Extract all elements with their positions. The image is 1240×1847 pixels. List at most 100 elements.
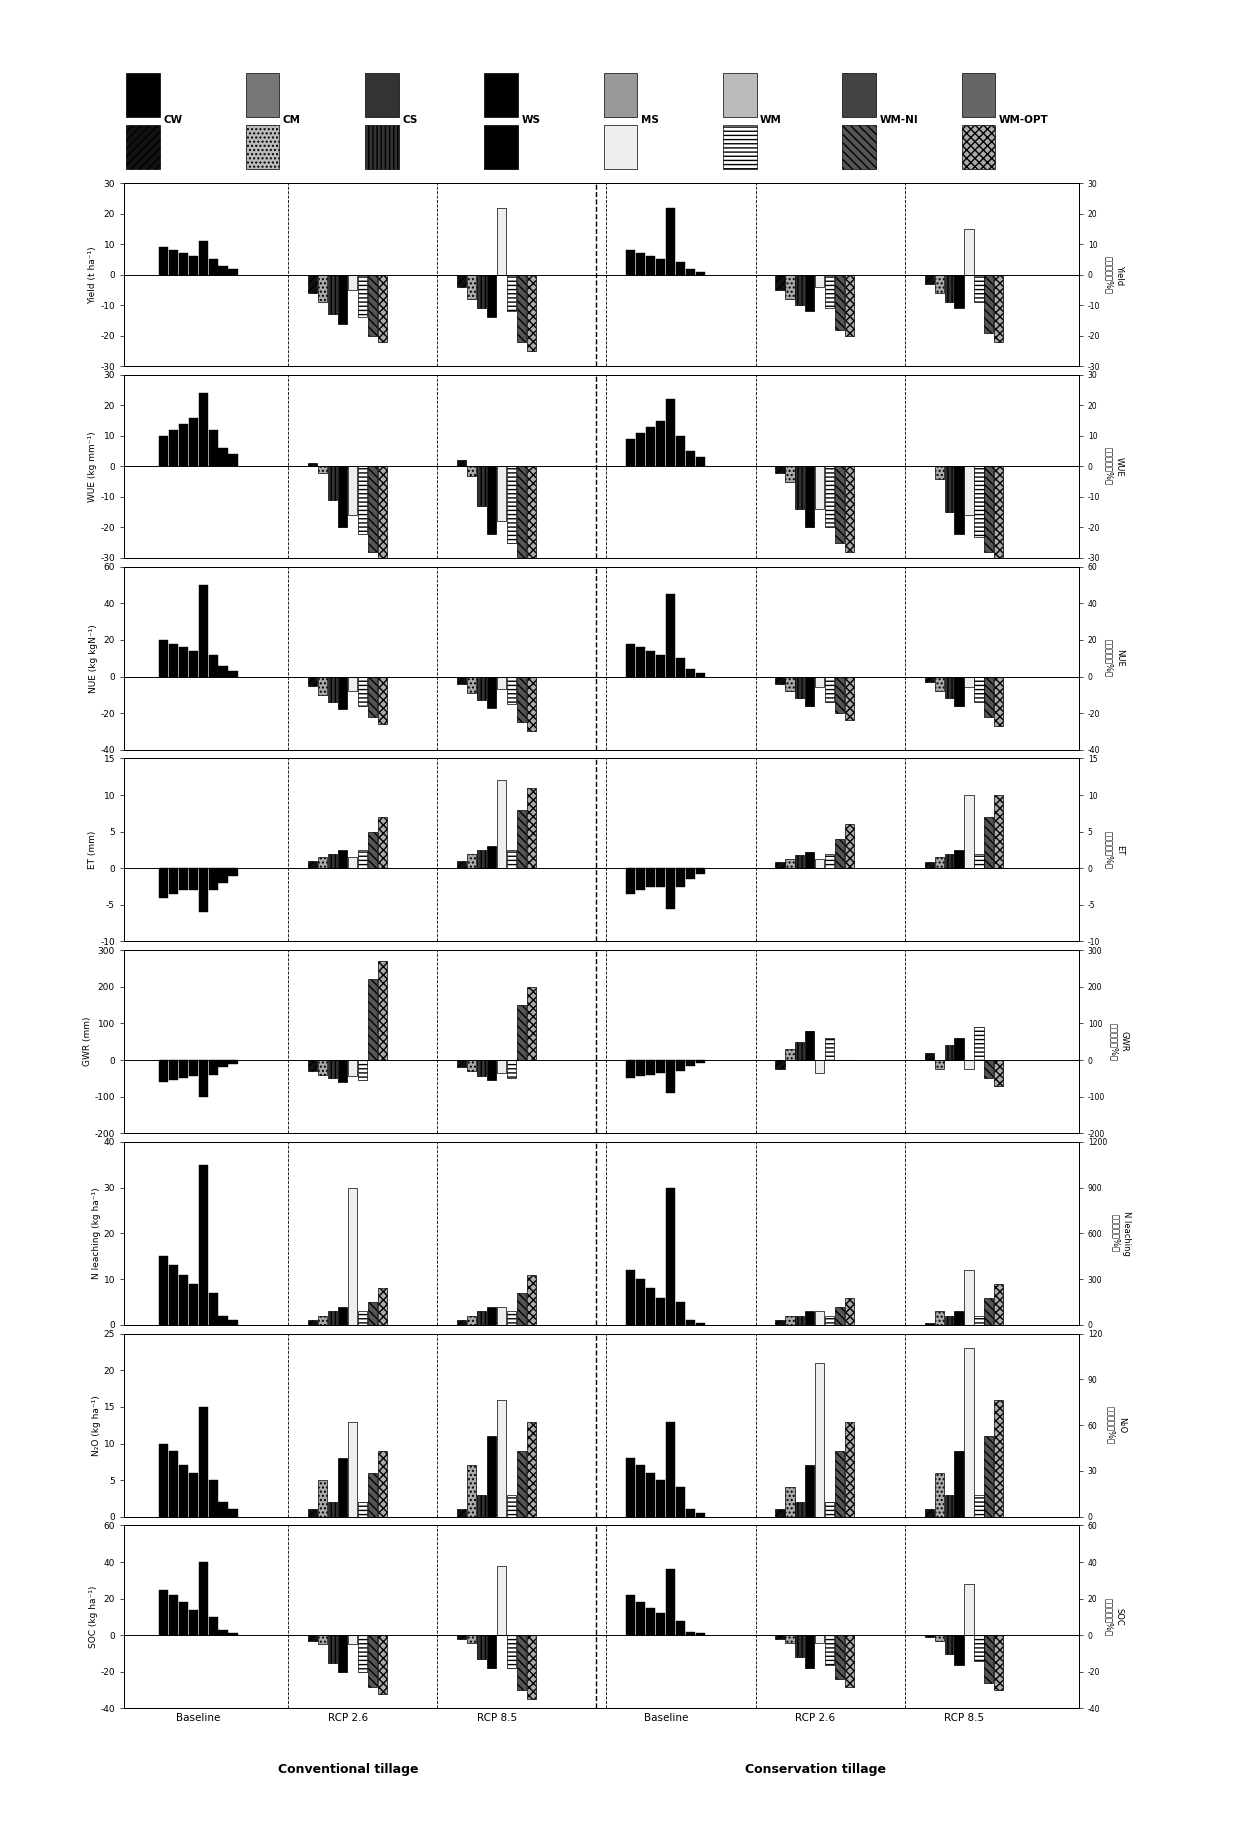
Bar xyxy=(945,1045,954,1060)
Bar xyxy=(467,1465,476,1516)
Bar xyxy=(646,257,655,275)
Bar xyxy=(246,74,279,118)
Text: WM-OPT: WM-OPT xyxy=(999,115,1049,124)
Bar xyxy=(458,1635,466,1638)
Bar xyxy=(965,1585,973,1635)
Bar xyxy=(994,275,1003,342)
Bar xyxy=(347,1422,357,1516)
Bar xyxy=(846,1635,854,1686)
Bar xyxy=(935,1060,944,1069)
Bar xyxy=(327,853,337,868)
Bar xyxy=(208,1479,218,1516)
Bar xyxy=(218,1315,228,1324)
Bar xyxy=(198,1165,208,1324)
Bar xyxy=(962,126,996,168)
Y-axis label: SOC
相对变化（%）: SOC 相对变化（%） xyxy=(1105,1598,1123,1636)
Y-axis label: N₂O (kg ha⁻¹): N₂O (kg ha⁻¹) xyxy=(92,1394,100,1455)
Bar xyxy=(308,1060,317,1071)
Bar xyxy=(815,275,825,286)
Bar xyxy=(825,853,835,868)
Bar xyxy=(686,1509,696,1516)
Text: CW: CW xyxy=(164,115,182,124)
Bar xyxy=(955,1452,963,1516)
Bar xyxy=(795,676,805,698)
Bar xyxy=(626,868,635,894)
Bar xyxy=(357,1502,367,1516)
Bar xyxy=(985,1060,993,1079)
Bar xyxy=(686,1631,696,1635)
Y-axis label: NUE
相对变化（%）: NUE 相对变化（%） xyxy=(1105,639,1123,678)
Bar xyxy=(228,1060,238,1064)
Bar xyxy=(467,676,476,693)
Bar xyxy=(975,676,983,702)
Bar xyxy=(378,467,387,558)
Bar xyxy=(517,467,526,558)
Bar xyxy=(458,1509,466,1516)
Bar xyxy=(975,275,983,303)
Bar xyxy=(517,1005,526,1060)
Bar xyxy=(666,1422,676,1516)
Bar xyxy=(825,676,835,702)
Bar xyxy=(507,467,516,543)
Bar xyxy=(198,393,208,467)
Bar xyxy=(467,1315,476,1324)
Bar xyxy=(337,467,347,528)
Bar xyxy=(945,1494,954,1516)
Bar xyxy=(337,676,347,709)
Text: CM: CM xyxy=(283,115,301,124)
Bar xyxy=(327,1311,337,1324)
Bar xyxy=(835,1306,844,1324)
Text: Conservation tillage: Conservation tillage xyxy=(745,1764,885,1777)
Bar xyxy=(775,676,785,683)
Bar xyxy=(686,451,696,467)
Bar xyxy=(775,1060,785,1069)
Bar xyxy=(985,1635,993,1683)
Bar xyxy=(368,1472,377,1516)
Bar xyxy=(666,1060,676,1093)
Bar xyxy=(955,1038,963,1060)
Bar xyxy=(497,467,506,521)
Bar xyxy=(477,1060,486,1077)
Bar xyxy=(347,1635,357,1644)
Bar xyxy=(846,1297,854,1324)
Bar xyxy=(686,1060,696,1066)
Y-axis label: ET (mm): ET (mm) xyxy=(88,831,98,870)
Bar xyxy=(497,1566,506,1635)
Bar xyxy=(497,781,506,868)
Bar xyxy=(696,1060,706,1062)
Bar xyxy=(218,868,228,883)
Bar xyxy=(458,1060,466,1068)
Bar xyxy=(467,467,476,475)
Bar xyxy=(805,851,815,868)
Bar xyxy=(458,861,466,868)
Bar xyxy=(527,1635,536,1699)
Bar xyxy=(975,1494,983,1516)
Bar xyxy=(527,467,536,567)
Bar xyxy=(497,1060,506,1073)
Bar xyxy=(935,857,944,868)
Bar xyxy=(646,650,655,676)
Bar xyxy=(676,1620,686,1635)
Bar xyxy=(626,1457,635,1516)
Bar xyxy=(696,868,706,874)
Bar xyxy=(308,1509,317,1516)
Bar xyxy=(327,467,337,501)
Bar xyxy=(487,1635,496,1668)
Bar xyxy=(497,676,506,689)
Bar xyxy=(169,1060,177,1080)
Bar xyxy=(636,1603,645,1635)
Bar xyxy=(179,253,187,275)
Bar xyxy=(842,126,875,168)
Bar xyxy=(458,1321,466,1324)
Bar xyxy=(626,1060,635,1079)
Bar xyxy=(846,467,854,552)
Bar xyxy=(179,646,187,676)
Bar xyxy=(317,275,327,303)
Bar xyxy=(327,1502,337,1516)
Bar xyxy=(985,676,993,717)
Bar xyxy=(487,676,496,707)
Bar xyxy=(467,275,476,299)
Bar xyxy=(686,868,696,879)
Bar xyxy=(347,1060,357,1077)
Bar xyxy=(795,1502,805,1516)
